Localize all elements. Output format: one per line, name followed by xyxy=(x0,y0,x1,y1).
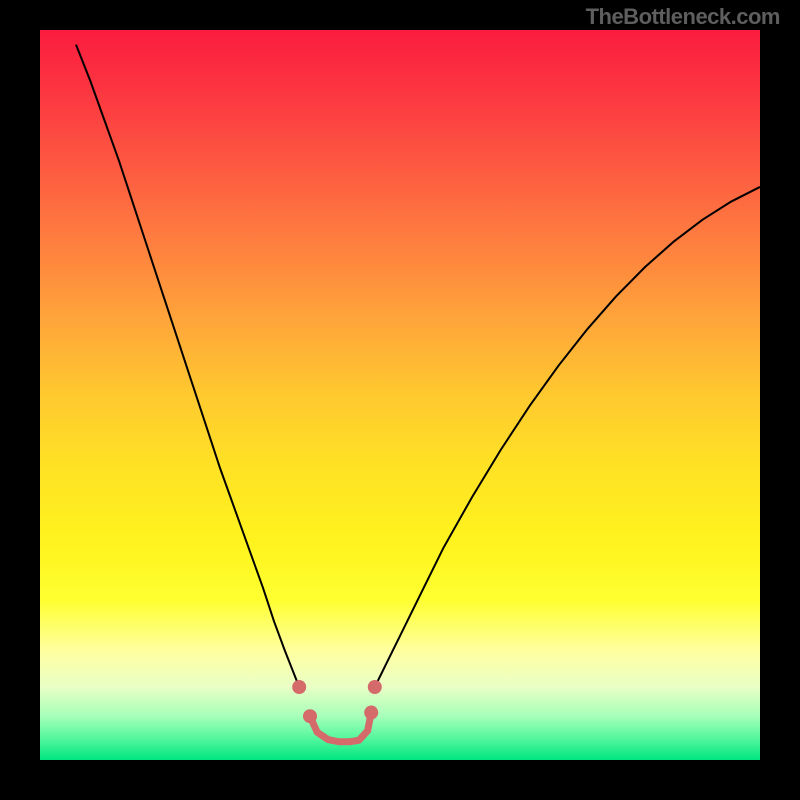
chart-background-gradient xyxy=(40,30,760,760)
overlay-marker xyxy=(303,709,317,723)
overlay-marker xyxy=(292,680,306,694)
overlay-marker xyxy=(364,706,378,720)
chart-plot-area xyxy=(40,30,760,760)
overlay-marker xyxy=(368,680,382,694)
bottleneck-chart xyxy=(40,30,760,760)
watermark-text: TheBottleneck.com xyxy=(586,4,780,30)
